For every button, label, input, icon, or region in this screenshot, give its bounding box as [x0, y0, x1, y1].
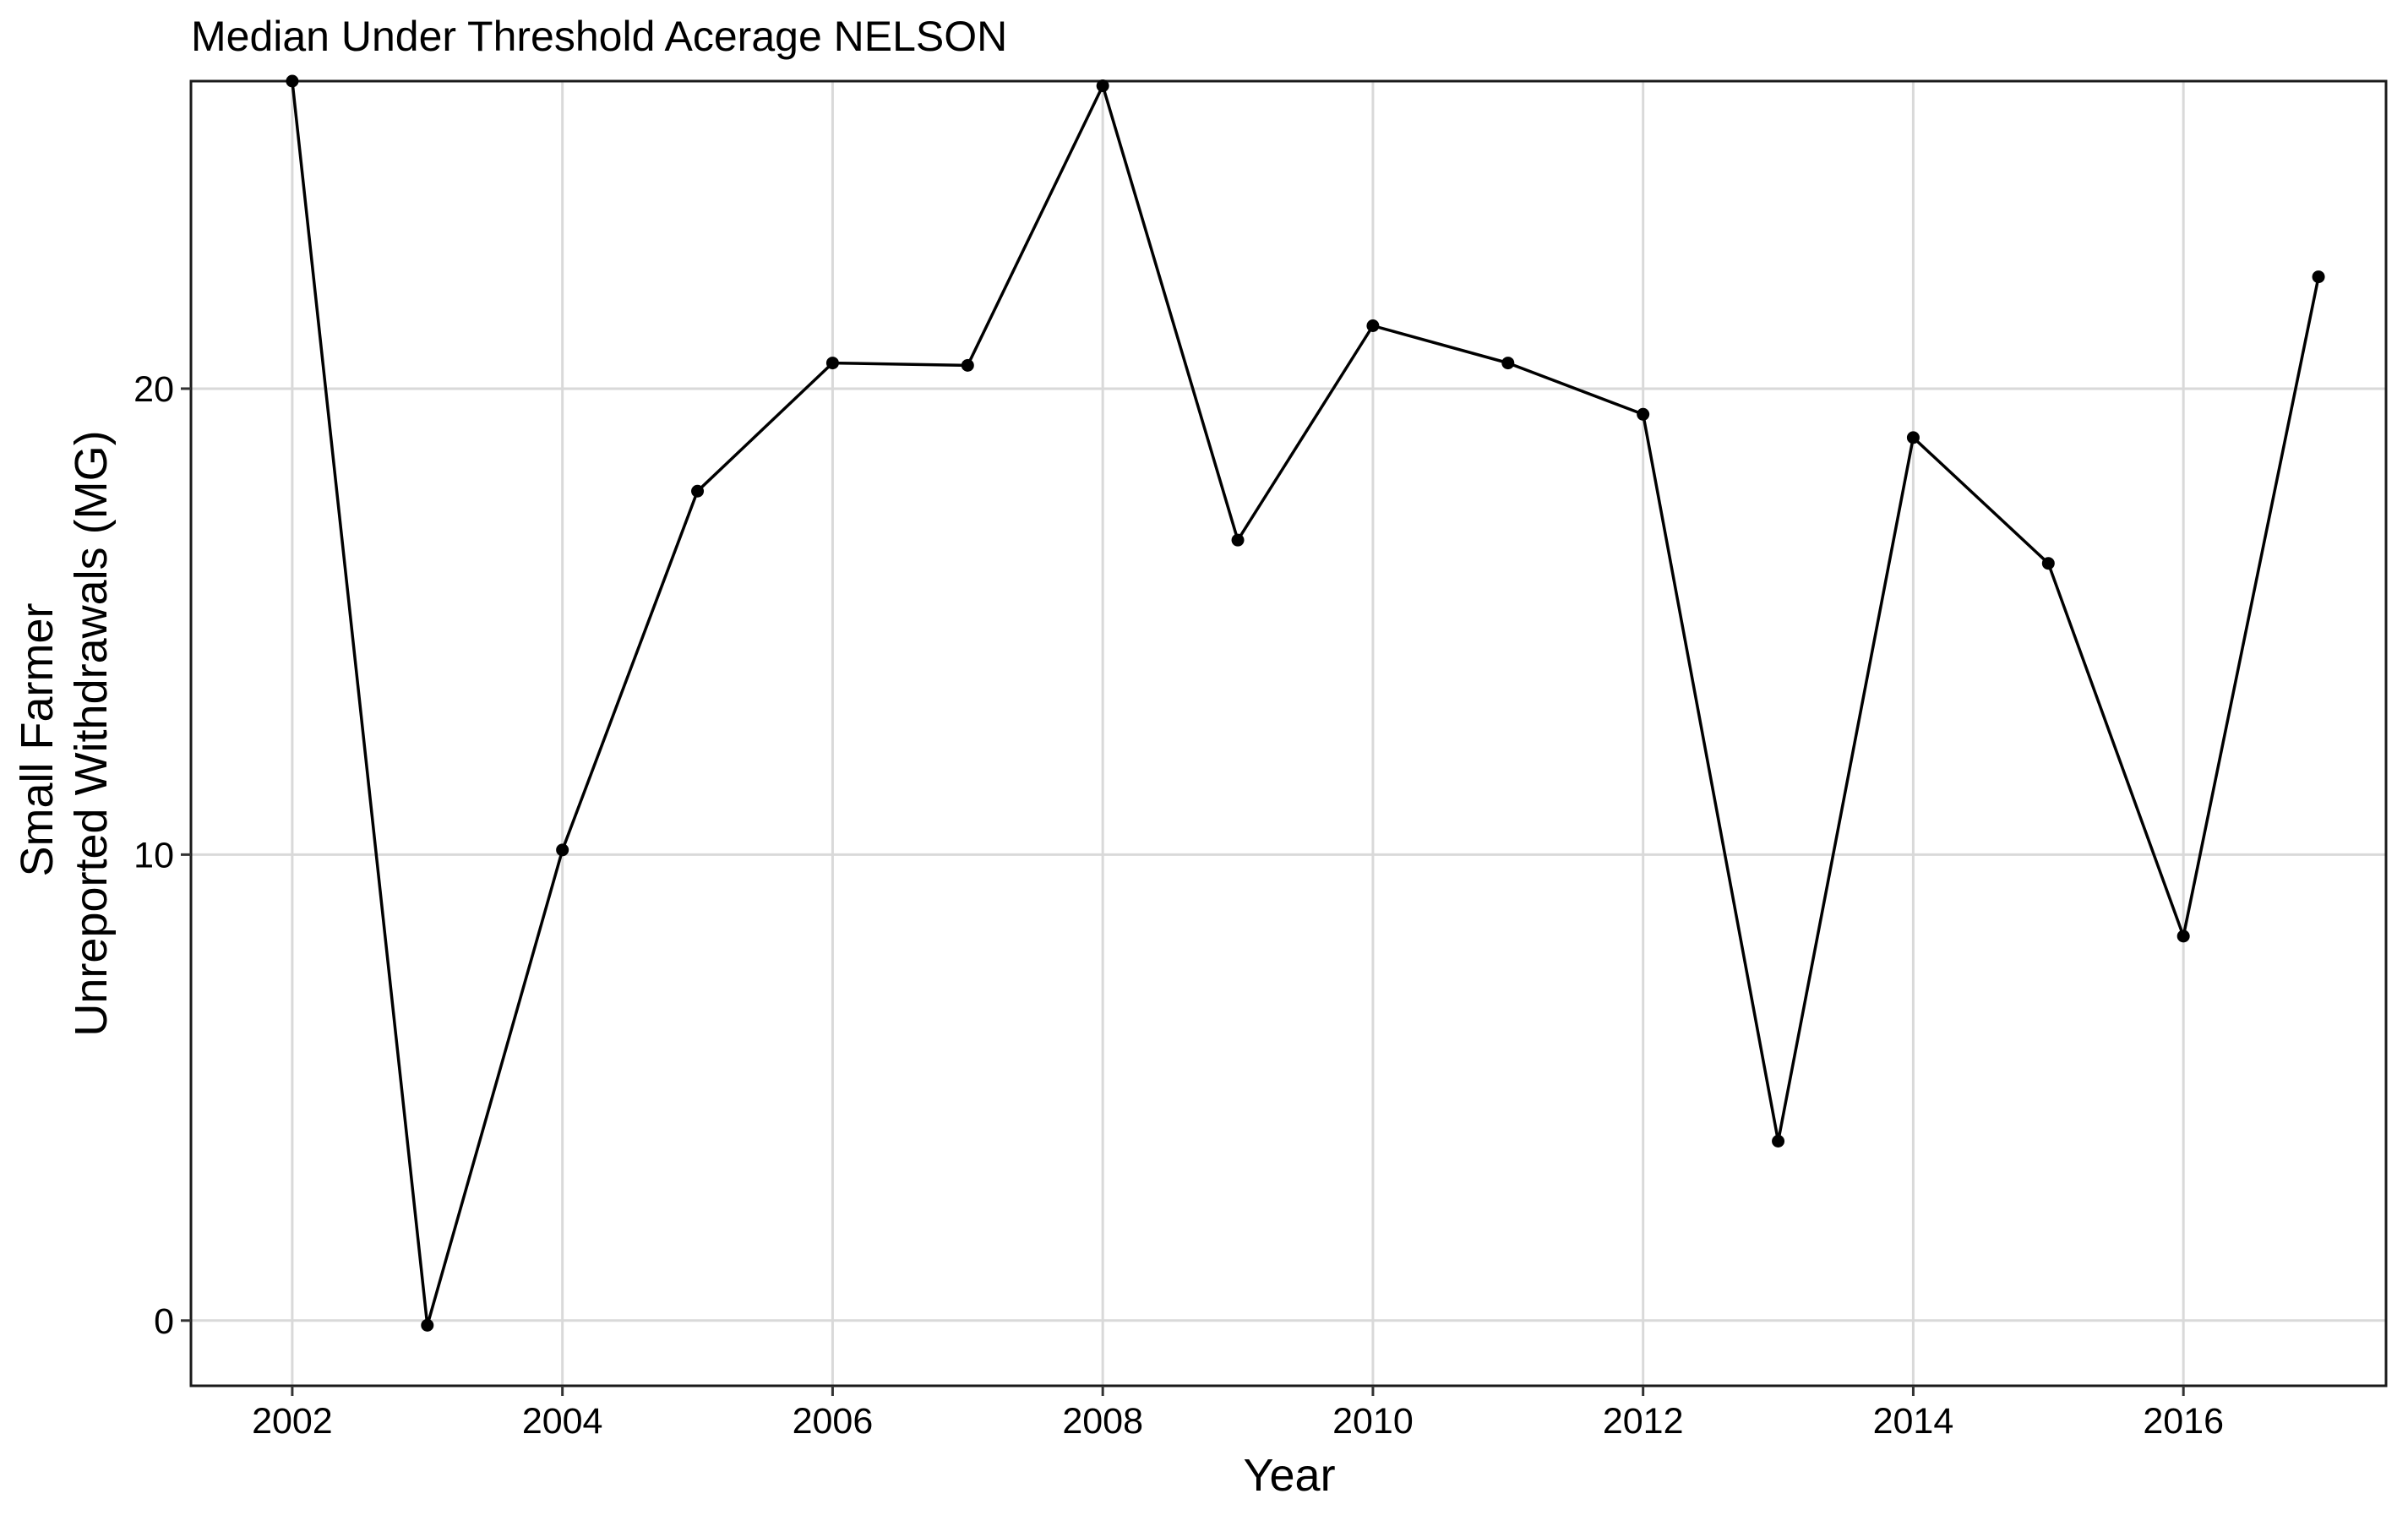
- x-axis-title: Year: [1243, 1450, 1335, 1501]
- data-point-2006: [825, 357, 839, 370]
- data-point-2005: [691, 484, 705, 498]
- data-point-2015: [2041, 557, 2055, 570]
- data-point-2017: [2312, 270, 2325, 284]
- grid: [191, 81, 2386, 1386]
- x-tick-label-3: 2008: [1062, 1401, 1143, 1442]
- y-axis: 0 10 20: [133, 369, 191, 1342]
- y-tick-label-0: 0: [154, 1301, 174, 1342]
- data-point-2011: [1501, 357, 1515, 370]
- y-axis-title: Small Farmer Unreported Withdrawals (MG): [12, 430, 117, 1036]
- x-tick-label-6: 2014: [1873, 1401, 1954, 1442]
- data-point-2016: [2176, 930, 2190, 943]
- data-point-2014: [1906, 431, 1920, 444]
- data-point-2004: [556, 843, 569, 857]
- data-point-2003: [421, 1318, 434, 1332]
- x-tick-label-7: 2016: [2143, 1401, 2224, 1442]
- plot-panel: [189, 79, 2388, 1387]
- chart-title: Median Under Threshold Acerage NELSON: [191, 13, 1007, 60]
- y-tick-label-2: 20: [133, 369, 174, 410]
- series-layer: [286, 74, 2325, 1332]
- data-point-2013: [1772, 1135, 1785, 1148]
- x-tick-label-5: 2012: [1603, 1401, 1684, 1442]
- series-line-0: [291, 80, 2320, 1327]
- x-tick-label-2: 2006: [793, 1401, 874, 1442]
- data-point-2008: [1096, 79, 1109, 93]
- y-tick-label-1: 10: [133, 835, 174, 875]
- y-axis-title-line-1: Small Farmer: [12, 602, 63, 876]
- x-axis: 2002 2004 2006 2008 2010 2012 2014 2016: [252, 1386, 2224, 1442]
- data-point-2007: [961, 358, 974, 372]
- data-point-2009: [1231, 533, 1245, 547]
- x-tick-label-4: 2010: [1332, 1401, 1414, 1442]
- x-tick-label-1: 2004: [522, 1401, 603, 1442]
- data-point-2002: [286, 74, 299, 88]
- y-axis-title-line-2: Unreported Withdrawals (MG): [66, 430, 117, 1036]
- data-point-2012: [1637, 407, 1650, 421]
- x-tick-label-0: 2002: [252, 1401, 333, 1442]
- data-point-2010: [1366, 319, 1380, 332]
